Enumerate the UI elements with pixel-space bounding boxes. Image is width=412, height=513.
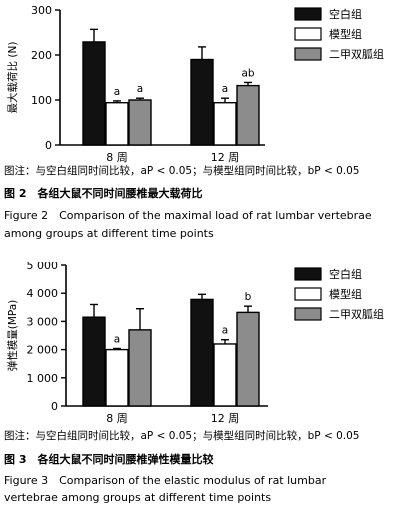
y-tick-label: 0 <box>45 139 52 152</box>
legend-label: 模型组 <box>329 27 362 41</box>
figure-title-en-line2: among groups at different time points <box>4 227 214 240</box>
significance-label: a <box>114 333 120 345</box>
y-tick-label: 0 <box>51 400 58 413</box>
bar <box>190 298 214 407</box>
legend-label: 二甲双胍组 <box>329 47 384 61</box>
significance-label: b <box>245 291 252 303</box>
legend-swatch <box>294 287 322 301</box>
legend-swatch <box>294 267 322 281</box>
y-axis-label: 弹性模量(MPa) <box>6 300 19 372</box>
figure-3: 0 1 000 2 000 3 000 4 000 5 000 弹性模量(MPa) a 8 周 a… <box>0 262 412 513</box>
bar <box>213 101 237 146</box>
y-axis-label: 最大载荷比 (N) <box>6 42 19 114</box>
legend-swatch <box>294 27 322 41</box>
figure-title-en-line1: Figure 3 Comparison of the elastic modul… <box>4 474 327 487</box>
bar <box>190 58 214 146</box>
bar <box>82 316 106 407</box>
figure-note: 图注：与空白组同时间比较，aP < 0.05；与模型组同时间比较，bP < 0.… <box>4 165 360 177</box>
significance-label: a <box>222 325 228 337</box>
x-tick-label: 12 周 <box>211 412 240 425</box>
bar <box>236 84 260 146</box>
bar <box>236 311 260 407</box>
significance-label: a <box>137 83 143 95</box>
x-tick-label: 12 周 <box>211 151 240 164</box>
legend-swatch <box>294 307 322 321</box>
legend-label: 模型组 <box>329 287 362 301</box>
y-tick-label: 4 000 <box>27 287 59 300</box>
legend-swatch <box>294 7 322 21</box>
significance-label: a <box>114 86 120 98</box>
figure-2: 0 100 200 300 最大载荷比 (N) a a 8 周 a ab 12 周 空白组模型组二甲双… <box>4 4 384 240</box>
chart-maximal-load: 0 100 200 300 最大载荷比 (N) a a 8 周 a ab 12 周 空白组模型组二甲双… <box>6 4 384 164</box>
x-tick-label: 8 周 <box>106 151 128 164</box>
chart-elastic-modulus: 0 1 000 2 000 3 000 4 000 5 000 弹性模量(MPa) a 8 周 a… <box>6 262 384 425</box>
figure-title-cn: 图 3 各组大鼠不同时间腰椎弹性模量比较 <box>4 453 214 466</box>
legend-swatch <box>294 47 322 61</box>
y-tick-label: 300 <box>31 4 52 17</box>
y-tick-label: 1 000 <box>27 372 59 385</box>
legend-label: 空白组 <box>329 267 362 281</box>
bar <box>128 329 152 407</box>
bar <box>105 348 129 407</box>
bar <box>82 41 106 146</box>
figure-title-en-line1: Figure 2 Comparison of the maximal load … <box>4 209 372 222</box>
y-tick-label: 5 000 <box>27 262 59 272</box>
y-tick-label: 3 000 <box>27 315 59 328</box>
x-tick-label: 8 周 <box>106 412 128 425</box>
bar <box>213 343 237 407</box>
significance-label: ab <box>241 67 254 79</box>
figure-title-cn: 图 2 各组大鼠不同时间腰椎最大载荷比 <box>4 187 203 200</box>
y-tick-label: 2 000 <box>27 344 59 357</box>
significance-label: a <box>222 83 228 95</box>
figure-title-en-line2: vertebrae among groups at different time… <box>4 491 272 504</box>
y-tick-label: 200 <box>31 49 52 62</box>
bar <box>105 101 129 146</box>
figure-note: 图注：与空白组同时间比较，aP < 0.05；与模型组同时间比较，bP < 0.… <box>4 430 360 442</box>
legend-label: 二甲双胍组 <box>329 307 384 321</box>
y-tick-label: 100 <box>31 94 52 107</box>
bar <box>128 99 152 146</box>
legend-label: 空白组 <box>329 7 362 21</box>
